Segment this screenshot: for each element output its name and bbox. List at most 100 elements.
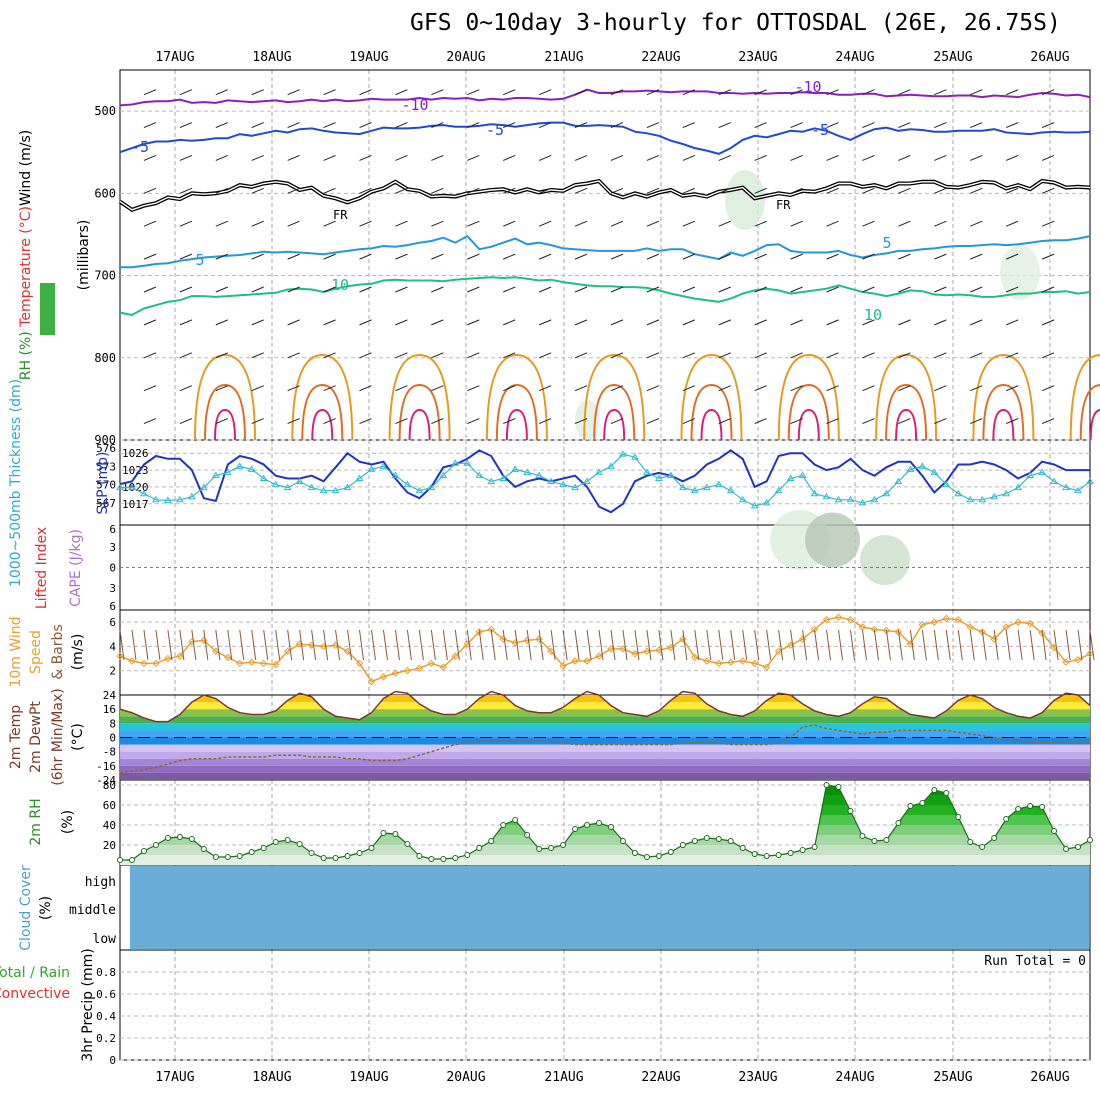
wind-barb [287, 154, 300, 161]
wind-barb [682, 154, 696, 161]
wind-barb [467, 220, 480, 227]
hot-contour [408, 408, 431, 441]
thickness-point [1002, 489, 1011, 497]
wind-barb [862, 187, 875, 194]
wind-barb [970, 89, 983, 96]
wind-barb [287, 253, 300, 260]
wind-barb [610, 286, 624, 293]
day-label-bottom: 17AUG [155, 1070, 194, 1085]
warm-contour [875, 353, 938, 441]
warm-contour [680, 353, 743, 441]
rh-point [500, 822, 507, 828]
warm-contour [777, 353, 840, 441]
surface-wind-barb [454, 629, 460, 661]
isotherm-label: -5 [131, 138, 149, 156]
wind-barb [970, 154, 983, 161]
isotherm--5 [119, 121, 1091, 155]
wind-speed-point [391, 669, 400, 677]
thickness-point [211, 471, 220, 478]
surface-wind-barb [442, 629, 448, 661]
wind-barb [503, 187, 516, 194]
rh-point [655, 853, 662, 859]
wind-barb [934, 122, 947, 129]
wind-barb [287, 89, 300, 96]
thickness-point [714, 480, 723, 488]
rh-point [955, 814, 962, 820]
thickness-point [451, 459, 460, 466]
wind-barb [359, 154, 372, 161]
rh-tick: 40 [103, 819, 116, 832]
rh-panel: 20 40 60 80 [103, 779, 1093, 865]
isotherm-label: -5 [811, 121, 829, 139]
wind-barb [682, 385, 696, 392]
rh-point [392, 831, 399, 837]
surface-wind-barb [131, 629, 137, 661]
wind-speed-point [523, 636, 531, 645]
wind-barb [179, 89, 193, 96]
surface-wind-barb [514, 629, 520, 661]
wind-barb [431, 154, 444, 161]
surface-wind-barb [239, 629, 245, 661]
thickness-point [906, 465, 915, 472]
wind-barb [610, 385, 624, 392]
cloud-unit-label: (%) [38, 896, 54, 920]
wind-barb [143, 385, 157, 392]
wind-barb [610, 418, 624, 425]
thickness-point [583, 477, 591, 485]
rh-point [440, 856, 447, 862]
day-label-bottom: 22AUG [641, 1070, 680, 1085]
surface-wind-barb [215, 629, 221, 661]
surface-wind-barb [933, 629, 939, 661]
wind-speed-point [343, 647, 352, 655]
thickness-point [750, 501, 759, 509]
thickness-point [223, 468, 232, 475]
wind-speed-point [212, 647, 220, 655]
thickness-point [643, 468, 651, 475]
rh-band [120, 855, 1090, 865]
surface-wind-barb [826, 629, 832, 661]
wind-barb [754, 122, 767, 129]
wind-barb [574, 418, 588, 425]
cloud-cover-fill [130, 866, 1089, 949]
temp-axis-label-1: 2m Temp [8, 705, 24, 769]
temperature-band [120, 709, 1090, 717]
thickness-point [475, 471, 484, 478]
temperature-band [120, 702, 1090, 710]
wind-barb [503, 352, 516, 359]
wind-barb [574, 253, 588, 260]
thickness-point [152, 495, 160, 503]
wind-speed-point [439, 663, 448, 671]
wind-barb [1005, 319, 1019, 326]
rh-point [703, 835, 710, 841]
day-label-top: 26AUG [1030, 50, 1069, 65]
wind-barb [179, 418, 193, 425]
wind-barb [395, 385, 408, 392]
rh-point [152, 842, 159, 848]
wind-barb [143, 89, 157, 96]
isotherm-label: -5 [486, 121, 504, 139]
wind-barb [646, 319, 660, 326]
wind-barb [970, 187, 983, 194]
thickness-point [128, 483, 136, 491]
wind-barb [646, 385, 660, 392]
wind-barb [143, 154, 157, 161]
wind-speed-line [119, 616, 1091, 683]
hot-contour [797, 408, 820, 441]
wind-speed-point [535, 635, 543, 643]
surface-wind-barb [730, 629, 736, 661]
wind-barb [143, 352, 157, 359]
surface-wind-barb [897, 629, 903, 661]
day-label-top: 25AUG [933, 50, 972, 65]
day-label-top: 19AUG [349, 50, 388, 65]
surface-wind-barb [838, 629, 844, 661]
freezing-level-inner [119, 180, 1091, 211]
run-total-label: Run Total = 0 [984, 954, 1086, 969]
thickness-axis-label: 1000~500mb Thickness (dm) [8, 379, 24, 587]
wind-barb [718, 319, 731, 326]
wind-speed-point [643, 647, 651, 655]
wind-speed-point [1086, 650, 1094, 658]
wind-barb [1005, 220, 1019, 227]
isotherm-5 [120, 234, 1091, 269]
warm-contour-inner [495, 383, 538, 441]
rh-point [188, 836, 195, 842]
